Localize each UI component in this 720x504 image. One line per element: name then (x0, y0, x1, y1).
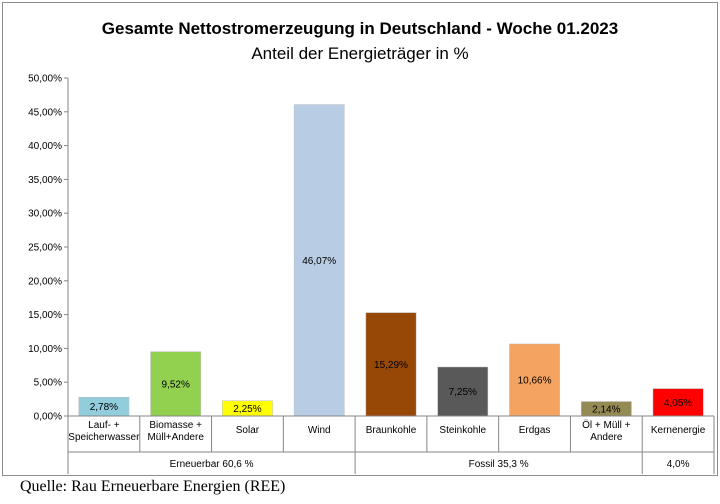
source-note: Quelle: Rau Erneuerbare Energien (REE) (20, 478, 286, 495)
bar-chart: 0,00% 5,00% 10,00% 15,00% 20,00% 25,00% 30,00%… (28, 74, 715, 474)
x-tick-label: Steinkohle (439, 425, 486, 436)
y-tick-label: 0,00% (34, 412, 62, 423)
x-tick-label: Biomasse + Müll+Andere (147, 420, 204, 443)
data-label: 7,25% (449, 387, 477, 398)
y-tick-label: 10,00% (28, 344, 62, 355)
data-label: 2,25% (233, 404, 261, 415)
data-label: 2,78% (90, 402, 118, 413)
x-tick-label: Solar (236, 425, 260, 436)
y-tick-label: 30,00% (28, 209, 62, 220)
y-tick-label: 5,00% (34, 378, 62, 389)
x-tick-label: Erdgas (519, 425, 551, 436)
data-label: 4,05% (664, 398, 692, 409)
y-tick-label: 35,00% (28, 175, 62, 186)
bar (150, 351, 202, 417)
group-label: Erneuerbar 60,6 % (170, 459, 254, 470)
y-tick-label: 15,00% (28, 310, 62, 321)
data-label: 10,66% (518, 375, 552, 386)
bar (437, 366, 489, 417)
y-tick-label: 45,00% (28, 107, 62, 118)
x-tick-label: Kernenergie (651, 425, 706, 436)
chart-title: Gesamte Nettostromerzeugung in Deutschla… (101, 19, 619, 38)
group-label: Fossil 35,3 % (469, 459, 529, 470)
x-tick-label: Braunkohle (366, 425, 417, 436)
group-label: 4,0% (667, 459, 690, 470)
x-tick-label: Öl + Müll + Andere (582, 419, 631, 443)
y-tick-label: 25,00% (28, 243, 62, 254)
data-label: 2,14% (592, 404, 620, 415)
bar (365, 312, 417, 417)
x-tick-label: Wind (308, 425, 331, 436)
data-label: 15,29% (374, 360, 408, 371)
data-label: 46,07% (302, 256, 336, 267)
y-tick-label: 50,00% (28, 74, 62, 85)
y-tick-label: 40,00% (28, 141, 62, 152)
chart-subtitle: Anteil der Energieträger in % (251, 44, 469, 63)
y-tick-label: 20,00% (28, 276, 62, 287)
bar (509, 343, 560, 417)
bar (652, 388, 704, 417)
data-label: 9,52% (161, 379, 189, 390)
x-tick-label: Lauf- + Speicherwasser (68, 420, 140, 443)
bar (293, 104, 345, 417)
